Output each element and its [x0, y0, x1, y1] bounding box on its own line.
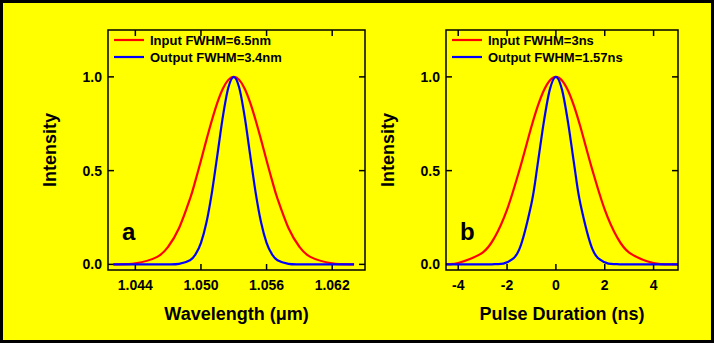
y-tick: [108, 264, 114, 266]
x-axis-title: Pulse Duration (ns): [479, 304, 644, 324]
y-tick: [446, 170, 452, 172]
plot-area: [446, 77, 678, 265]
series-line: [446, 77, 678, 265]
y-tick-label: 1.0: [421, 69, 441, 85]
x-tick: [200, 264, 202, 270]
legend-label: Output FWHM=1.57ns: [488, 50, 623, 65]
x-tick: [555, 264, 557, 270]
panel-label: a: [122, 218, 136, 245]
x-tick-label: 2: [601, 277, 609, 293]
legend: Input FWHM=3ns Output FWHM=1.57ns: [452, 33, 623, 65]
legend-label: Input FWHM=6.5nm: [150, 33, 271, 48]
plot-frame: [108, 30, 365, 270]
y-tick-label: 0.5: [421, 163, 441, 179]
x-tick-label: 1.044: [118, 277, 153, 293]
y-tick: [359, 76, 365, 78]
x-tick: [604, 30, 606, 36]
panel: 1.044 1.050 1.056 1.062 0.0 0.5 1.0 Wavelength …: [40, 30, 365, 324]
legend-label: Input FWHM=3ns: [488, 33, 594, 48]
x-tick-label: 1.050: [183, 277, 218, 293]
y-tick-label: 0.5: [83, 163, 103, 179]
x-tick: [506, 264, 508, 270]
x-tick: [604, 264, 606, 270]
y-axis-title: Intensity: [40, 113, 60, 187]
y-tick: [672, 76, 678, 78]
legend-swatch: [114, 39, 144, 41]
legend-swatch: [452, 56, 482, 58]
y-tick: [672, 170, 678, 172]
y-tick: [108, 170, 114, 172]
series-line: [113, 77, 354, 265]
x-tick: [457, 30, 459, 36]
x-tick: [266, 264, 268, 270]
legend: Input FWHM=6.5nm Output FWHM=3.4nm: [114, 33, 282, 65]
x-tick-label: 1.062: [315, 277, 350, 293]
y-tick-label: 0.0: [421, 256, 441, 272]
x-tick-label: 1.056: [249, 277, 284, 293]
legend-swatch: [114, 56, 144, 58]
figure: 1.044 1.050 1.056 1.062 0.0 0.5 1.0 Wavelength …: [0, 0, 714, 343]
x-tick-label: 0: [552, 277, 560, 293]
y-tick: [108, 76, 114, 78]
panel: -4 -2 0 2 4 0.0 0.5 1.0 Pulse Duration (ns) Inten…: [378, 30, 678, 324]
series-line: [446, 77, 678, 265]
plot-area: [113, 77, 354, 265]
x-tick-label: -4: [452, 277, 465, 293]
x-tick: [331, 30, 333, 36]
y-tick: [359, 170, 365, 172]
x-axis-title: Wavelength (μm): [164, 304, 308, 324]
background: [2, 2, 713, 342]
y-axis-title: Intensity: [378, 113, 398, 187]
panel-label: b: [460, 218, 475, 245]
plot-frame: [446, 30, 678, 270]
series-line: [113, 77, 354, 265]
legend-label: Output FWHM=3.4nm: [150, 50, 282, 65]
y-tick: [359, 264, 365, 266]
y-tick-label: 1.0: [83, 69, 103, 85]
y-tick-label: 0.0: [83, 256, 103, 272]
legend-swatch: [452, 39, 482, 41]
x-tick-label: 4: [650, 277, 658, 293]
y-tick: [446, 76, 452, 78]
x-tick: [135, 30, 137, 36]
x-tick-label: -2: [501, 277, 514, 293]
x-tick: [653, 30, 655, 36]
